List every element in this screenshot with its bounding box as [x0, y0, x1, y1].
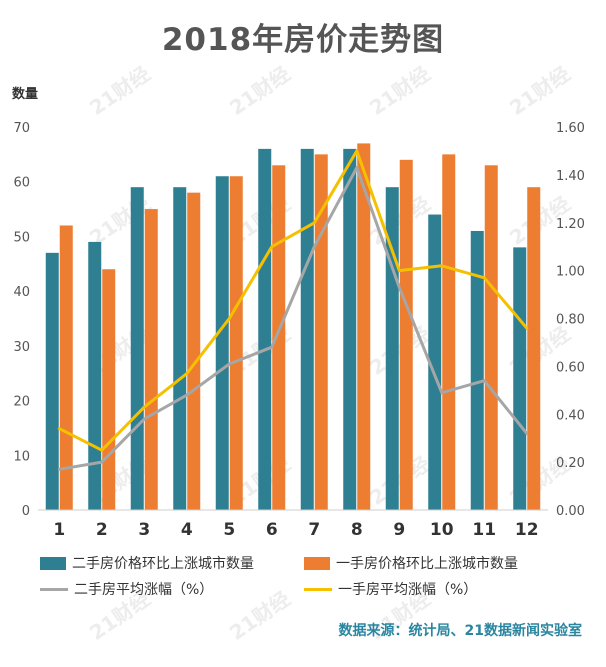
y-tick-label: 0 [22, 504, 30, 519]
x-tick-label: 4 [181, 520, 193, 540]
chart-title: 2018年房价走势图 [161, 22, 445, 58]
legend-swatch [304, 556, 330, 570]
y-tick-label: 70 [13, 121, 30, 136]
y-tick-label: 30 [13, 340, 30, 355]
bar-new-home [272, 165, 286, 511]
bar-new-home [527, 187, 541, 510]
x-tick-label: 9 [393, 520, 405, 540]
y-tick-label: 50 [13, 230, 30, 245]
bar-second-hand [300, 148, 314, 510]
legend-item-new-home-line: 一手房平均涨幅（%） [304, 579, 477, 599]
y2-tick-label: 1.00 [556, 265, 585, 280]
y-tick-label: 10 [13, 449, 30, 464]
legend-label: 一手房平均涨幅（%） [338, 582, 478, 598]
legend-label: 二手房价格环比上涨城市数量 [72, 556, 254, 572]
legend-swatch [40, 587, 68, 591]
y-tick-label: 40 [13, 285, 30, 300]
bar-second-hand [45, 252, 59, 511]
bar-second-hand [88, 241, 102, 510]
bar-second-hand [428, 214, 442, 511]
y2-tick-label: 1.60 [556, 121, 585, 136]
bar-second-hand [385, 187, 399, 510]
y2-tick-label: 0.00 [556, 504, 585, 519]
bar-second-hand [258, 148, 272, 510]
bar-new-home [229, 176, 243, 510]
legend-item-second-hand-line: 二手房平均涨幅（%） [40, 579, 213, 599]
bar-second-hand [215, 176, 229, 510]
source-note: 数据来源：统计局、21数据新闻实验室 [338, 623, 582, 639]
bar-second-hand [513, 247, 527, 510]
bar-second-hand [173, 187, 187, 510]
bar-new-home [399, 159, 413, 511]
bar-second-hand [343, 148, 357, 510]
line-new-home-avg [57, 149, 529, 452]
y2-tick-label: 0.60 [556, 360, 585, 375]
x-tick-label: 11 [472, 520, 496, 540]
y-axis-label: 数量 [12, 86, 38, 102]
bar-new-home [484, 165, 498, 511]
x-tick-label: 7 [308, 520, 320, 540]
bar-new-home [59, 225, 73, 510]
bar-new-home [442, 154, 456, 510]
y2-tick-label: 1.40 [556, 169, 585, 184]
bar-new-home [187, 192, 201, 510]
legend-swatch [304, 587, 332, 591]
legend-label: 二手房平均涨幅（%） [74, 582, 214, 598]
y-tick-label: 60 [13, 176, 30, 191]
bar-new-home [357, 143, 371, 510]
y2-tick-label: 0.80 [556, 313, 585, 328]
legend-item-new-home-bar: 一手房价格环比上涨城市数量 [304, 553, 518, 573]
y2-tick-label: 0.40 [556, 408, 585, 423]
y2-tick-label: 0.20 [556, 456, 585, 471]
bar-new-home [144, 209, 158, 511]
x-tick-label: 5 [223, 520, 235, 540]
x-tick-label: 8 [351, 520, 363, 540]
x-tick-label: 12 [515, 520, 539, 540]
x-tick-label: 1 [53, 520, 65, 540]
y2-tick-label: 1.20 [556, 217, 585, 232]
x-tick-label: 2 [96, 520, 108, 540]
bar-second-hand [130, 187, 144, 510]
legend-swatch [40, 556, 66, 570]
legend-label: 一手房价格环比上涨城市数量 [336, 556, 518, 572]
x-tick-label: 6 [266, 520, 278, 540]
x-tick-label: 10 [430, 520, 454, 540]
bar-new-home [314, 154, 328, 510]
bar-new-home [102, 269, 116, 510]
bar-second-hand [470, 230, 484, 510]
line-second-hand-avg [57, 166, 529, 471]
y-tick-label: 20 [13, 395, 30, 410]
legend-item-second-hand-bar: 二手房价格环比上涨城市数量 [40, 553, 254, 573]
x-tick-label: 3 [138, 520, 150, 540]
